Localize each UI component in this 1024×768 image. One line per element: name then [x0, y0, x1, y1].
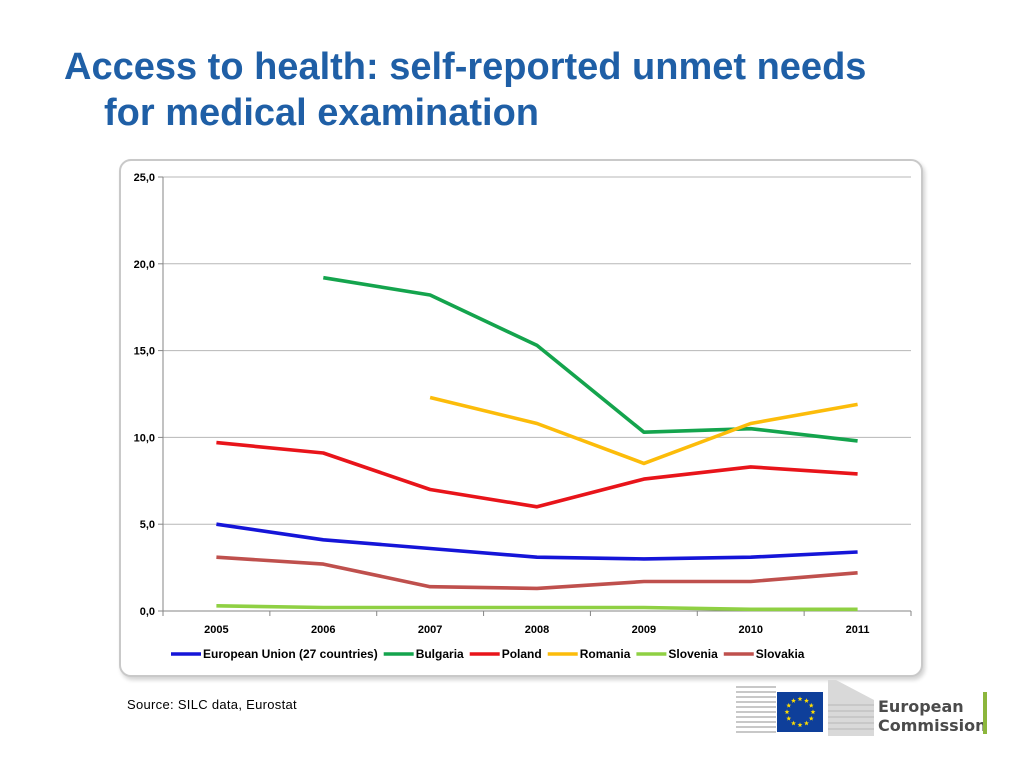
x-tick-label: 2011: [846, 624, 870, 636]
eu-star-icon: [786, 715, 792, 721]
eu-star-icon: [797, 696, 803, 702]
x-tick-label: 2006: [311, 624, 335, 636]
chart-frame: 0,0 5,0 10,0 15,0 20,0 25,0 2005 2006 2007 2008 20…: [119, 159, 923, 677]
eu-star-icon: [808, 702, 814, 708]
x-tick-label: 2007: [418, 624, 442, 636]
slide-title-line-1: Access to health: self-reported unmet ne…: [64, 46, 867, 88]
slide-title: Access to health: self-reported unmet ne…: [64, 44, 994, 136]
logo-wordmark-line-1: European: [878, 697, 964, 716]
legend-label-slovenia: Slovenia: [668, 647, 718, 661]
series-line-poland: [216, 440, 858, 509]
series-line-romania: [429, 395, 858, 466]
eu-star-icon: [810, 709, 816, 715]
y-tick-label: 0,0: [140, 606, 155, 618]
y-tick-label: 15,0: [134, 346, 155, 358]
unmet-needs-line-chart: 0,0 5,0 10,0 15,0 20,0 25,0 2005 2006 2007 2008 20…: [134, 172, 912, 661]
eu-star-icon: [804, 698, 809, 703]
source-note: Source: SILC data, Eurostat: [127, 697, 297, 712]
logo-building-stripes-icon: [736, 680, 874, 736]
slide-title-line-2: for medical examination: [104, 92, 540, 134]
eu-star-icon: [791, 720, 796, 726]
y-tick-label: 10,0: [134, 432, 155, 444]
legend-label-romania: Romania: [580, 647, 631, 661]
legend-label-poland: Poland: [502, 647, 542, 661]
legend-label-bulgaria: Bulgaria: [416, 647, 464, 661]
logo-wordmark: European Commission: [878, 697, 986, 735]
eu-flag-icon: [777, 692, 823, 732]
eu-star-icon: [786, 702, 792, 708]
series-line-european-union-27-countries: [216, 522, 858, 561]
y-tick-label: 5,0: [140, 519, 155, 531]
series-line-slovenia: [216, 604, 858, 612]
eu-star-icon: [784, 709, 790, 715]
legend-label-slovakia: Slovakia: [756, 647, 805, 661]
legend-label-european-union-27-countries: European Union (27 countries): [203, 647, 378, 661]
logo-wordmark-line-2: Commission: [878, 716, 987, 735]
eu-star-icon: [797, 722, 803, 728]
eu-star-icon: [791, 698, 796, 703]
x-tick-label: 2008: [525, 624, 549, 636]
x-tick-label: 2009: [632, 624, 656, 636]
logo-accent-bar: [983, 692, 987, 734]
european-commission-logo: European Commission: [736, 680, 990, 736]
eu-star-icon: [808, 715, 814, 721]
y-tick-label: 25,0: [134, 172, 155, 184]
series-line-slovakia: [216, 555, 858, 591]
eu-star-icon: [804, 720, 809, 726]
x-tick-label: 2010: [738, 624, 762, 636]
y-tick-label: 20,0: [134, 259, 155, 271]
series-line-bulgaria: [323, 275, 858, 443]
x-tick-label: 2005: [204, 624, 228, 636]
